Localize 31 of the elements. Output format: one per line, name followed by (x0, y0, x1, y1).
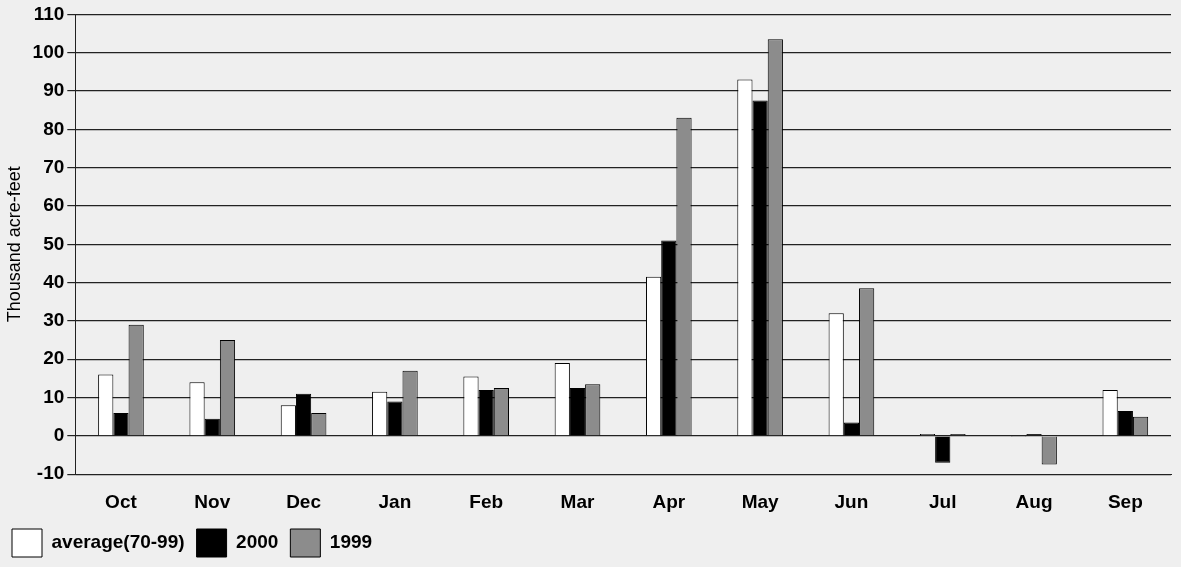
y-tick-label: 30 (43, 309, 65, 331)
y-tick-label: 110 (33, 2, 65, 24)
y-tick-label: 70 (43, 155, 65, 177)
x-tick-label: Oct (105, 490, 138, 512)
y-tick-label: 50 (43, 232, 65, 254)
y-tick-label: 20 (43, 347, 65, 369)
bar (569, 387, 586, 436)
y-tick-label: 0 (53, 424, 65, 446)
x-tick-label: Jan (378, 490, 412, 512)
legend-label: average(70-99) (51, 531, 185, 553)
y-tick-label: 80 (43, 117, 65, 139)
y-tick-label: 60 (43, 194, 65, 216)
y-axis-title: Thousand acre-feet (3, 166, 24, 323)
legend-label: 2000 (236, 531, 279, 553)
x-tick-label: Apr (652, 490, 686, 512)
legend-label: 1999 (329, 531, 373, 553)
y-tick-label: -10 (36, 462, 65, 484)
x-tick-label: Mar (560, 490, 595, 512)
x-tick-label: Feb (469, 490, 504, 512)
x-tick-label: Jul (929, 490, 957, 512)
x-tick-label: Dec (286, 490, 322, 512)
x-tick-label: Nov (194, 490, 231, 512)
x-tick-label: Aug (1015, 490, 1053, 512)
y-tick-label: 90 (43, 79, 65, 101)
y-tick-label: 100 (32, 40, 65, 62)
bar (935, 436, 951, 463)
x-tick-label: Jun (834, 490, 869, 512)
y-tick-label: 40 (43, 270, 65, 292)
x-tick-label: May (741, 490, 780, 512)
y-tick-label: 10 (43, 385, 65, 407)
x-tick-label: Sep (1107, 490, 1143, 512)
